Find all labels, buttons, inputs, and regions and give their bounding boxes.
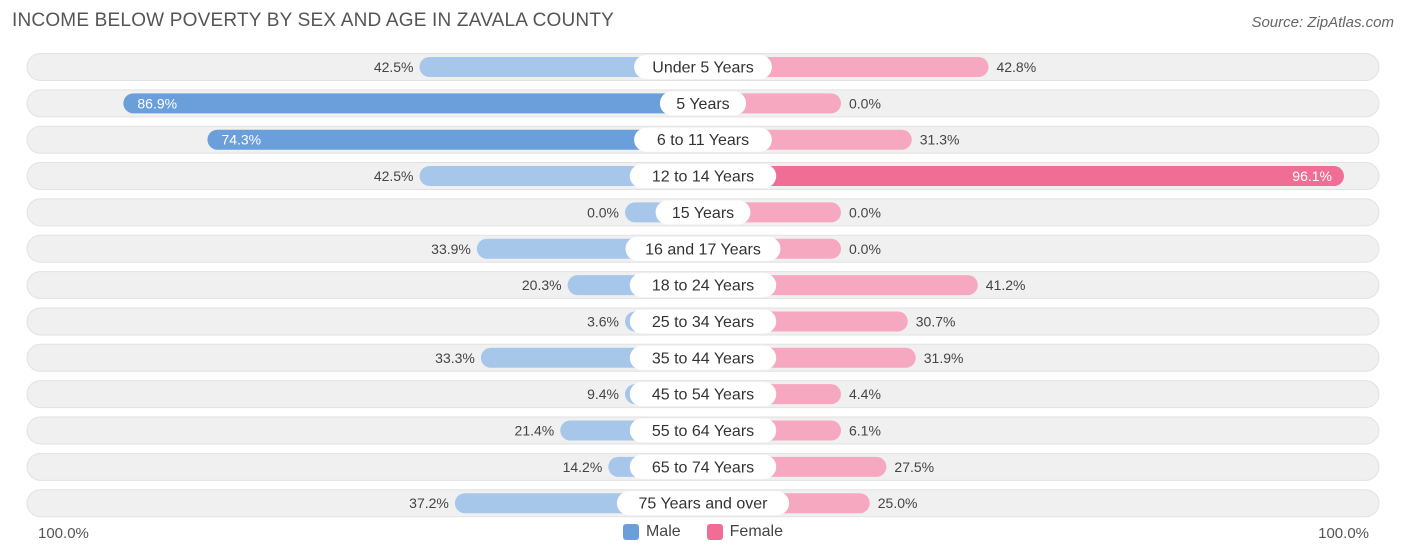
male-value-label: 42.5% — [374, 168, 414, 184]
male-value-label: 9.4% — [587, 386, 619, 402]
male-bar — [123, 93, 703, 114]
male-value-label: 3.6% — [587, 313, 619, 329]
male-value-label: 37.2% — [409, 495, 449, 511]
male-value-label: 74.3% — [221, 132, 261, 148]
legend-label-male: Male — [645, 523, 681, 540]
female-value-label: 25.0% — [878, 495, 918, 511]
axis-right-label: 100.0% — [1318, 525, 1369, 542]
female-value-label: 31.9% — [924, 350, 964, 366]
category-label: 65 to 74 Years — [652, 459, 754, 476]
chart-title: INCOME BELOW POVERTY BY SEX AND AGE IN Z… — [12, 10, 615, 31]
male-bar — [419, 57, 703, 77]
category-pill — [655, 200, 751, 225]
category-pill — [629, 382, 777, 407]
category-label: 18 to 24 Years — [652, 278, 754, 295]
category-label: 45 to 54 Years — [652, 387, 754, 404]
category-label: 15 Years — [672, 205, 734, 222]
category-label: 6 to 11 Years — [657, 132, 749, 149]
legend-item-female[interactable]: Female — [706, 523, 784, 541]
male-value-label: 86.9% — [137, 95, 177, 111]
female-value-label: 41.2% — [986, 277, 1026, 293]
female-bar — [703, 57, 989, 77]
female-value-label: 6.1% — [849, 423, 881, 439]
category-label: 25 to 34 Years — [652, 314, 754, 331]
category-pill — [629, 309, 777, 334]
male-value-label: 21.4% — [515, 423, 555, 439]
female-value-label: 31.3% — [920, 132, 960, 148]
female-value-label: 96.1% — [1292, 168, 1332, 184]
axis-left-label: 100.0% — [38, 525, 89, 542]
category-pill — [634, 127, 772, 152]
category-label: Under 5 Years — [652, 60, 753, 77]
female-value-label: 30.7% — [916, 313, 956, 329]
diverging-bar-chart: 42.5% 42.8% Under 5 Years 86.9% 0.0% 5 Years 7… — [26, 53, 1380, 518]
category-pill — [616, 491, 790, 516]
category-pill — [634, 55, 772, 79]
male-bar — [207, 129, 703, 150]
category-label: 75 Years and over — [639, 496, 769, 513]
legend-label-female: Female — [729, 523, 784, 540]
male-value-label: 33.9% — [431, 241, 471, 257]
category-pill — [629, 418, 777, 443]
legend: Male Female — [0, 523, 1406, 541]
male-value-label: 42.5% — [374, 59, 414, 75]
category-pill — [629, 454, 777, 479]
source-note: Source: ZipAtlas.com — [1251, 14, 1394, 31]
male-value-label: 14.2% — [563, 459, 603, 475]
male-value-label: 20.3% — [522, 277, 562, 293]
category-pill — [629, 164, 777, 189]
category-label: 12 to 14 Years — [652, 169, 754, 186]
female-value-label: 0.0% — [849, 241, 881, 257]
female-swatch — [706, 524, 723, 540]
male-value-label: 0.0% — [587, 204, 619, 220]
category-pill — [659, 91, 747, 116]
category-pill — [629, 273, 777, 298]
category-pill — [629, 345, 777, 370]
category-pill — [625, 236, 781, 261]
female-value-label: 0.0% — [849, 95, 881, 111]
category-label: 5 Years — [676, 96, 729, 113]
female-bar — [703, 166, 1344, 187]
male-value-label: 33.3% — [435, 350, 475, 366]
female-value-label: 42.8% — [996, 59, 1036, 75]
male-swatch — [622, 524, 639, 540]
category-label: 16 and 17 Years — [645, 241, 761, 258]
female-value-label: 4.4% — [849, 386, 881, 402]
legend-item-male[interactable]: Male — [622, 523, 681, 541]
category-label: 35 to 44 Years — [652, 350, 754, 367]
female-value-label: 0.0% — [849, 204, 881, 220]
category-label: 55 to 64 Years — [652, 423, 754, 440]
female-value-label: 27.5% — [894, 459, 934, 475]
